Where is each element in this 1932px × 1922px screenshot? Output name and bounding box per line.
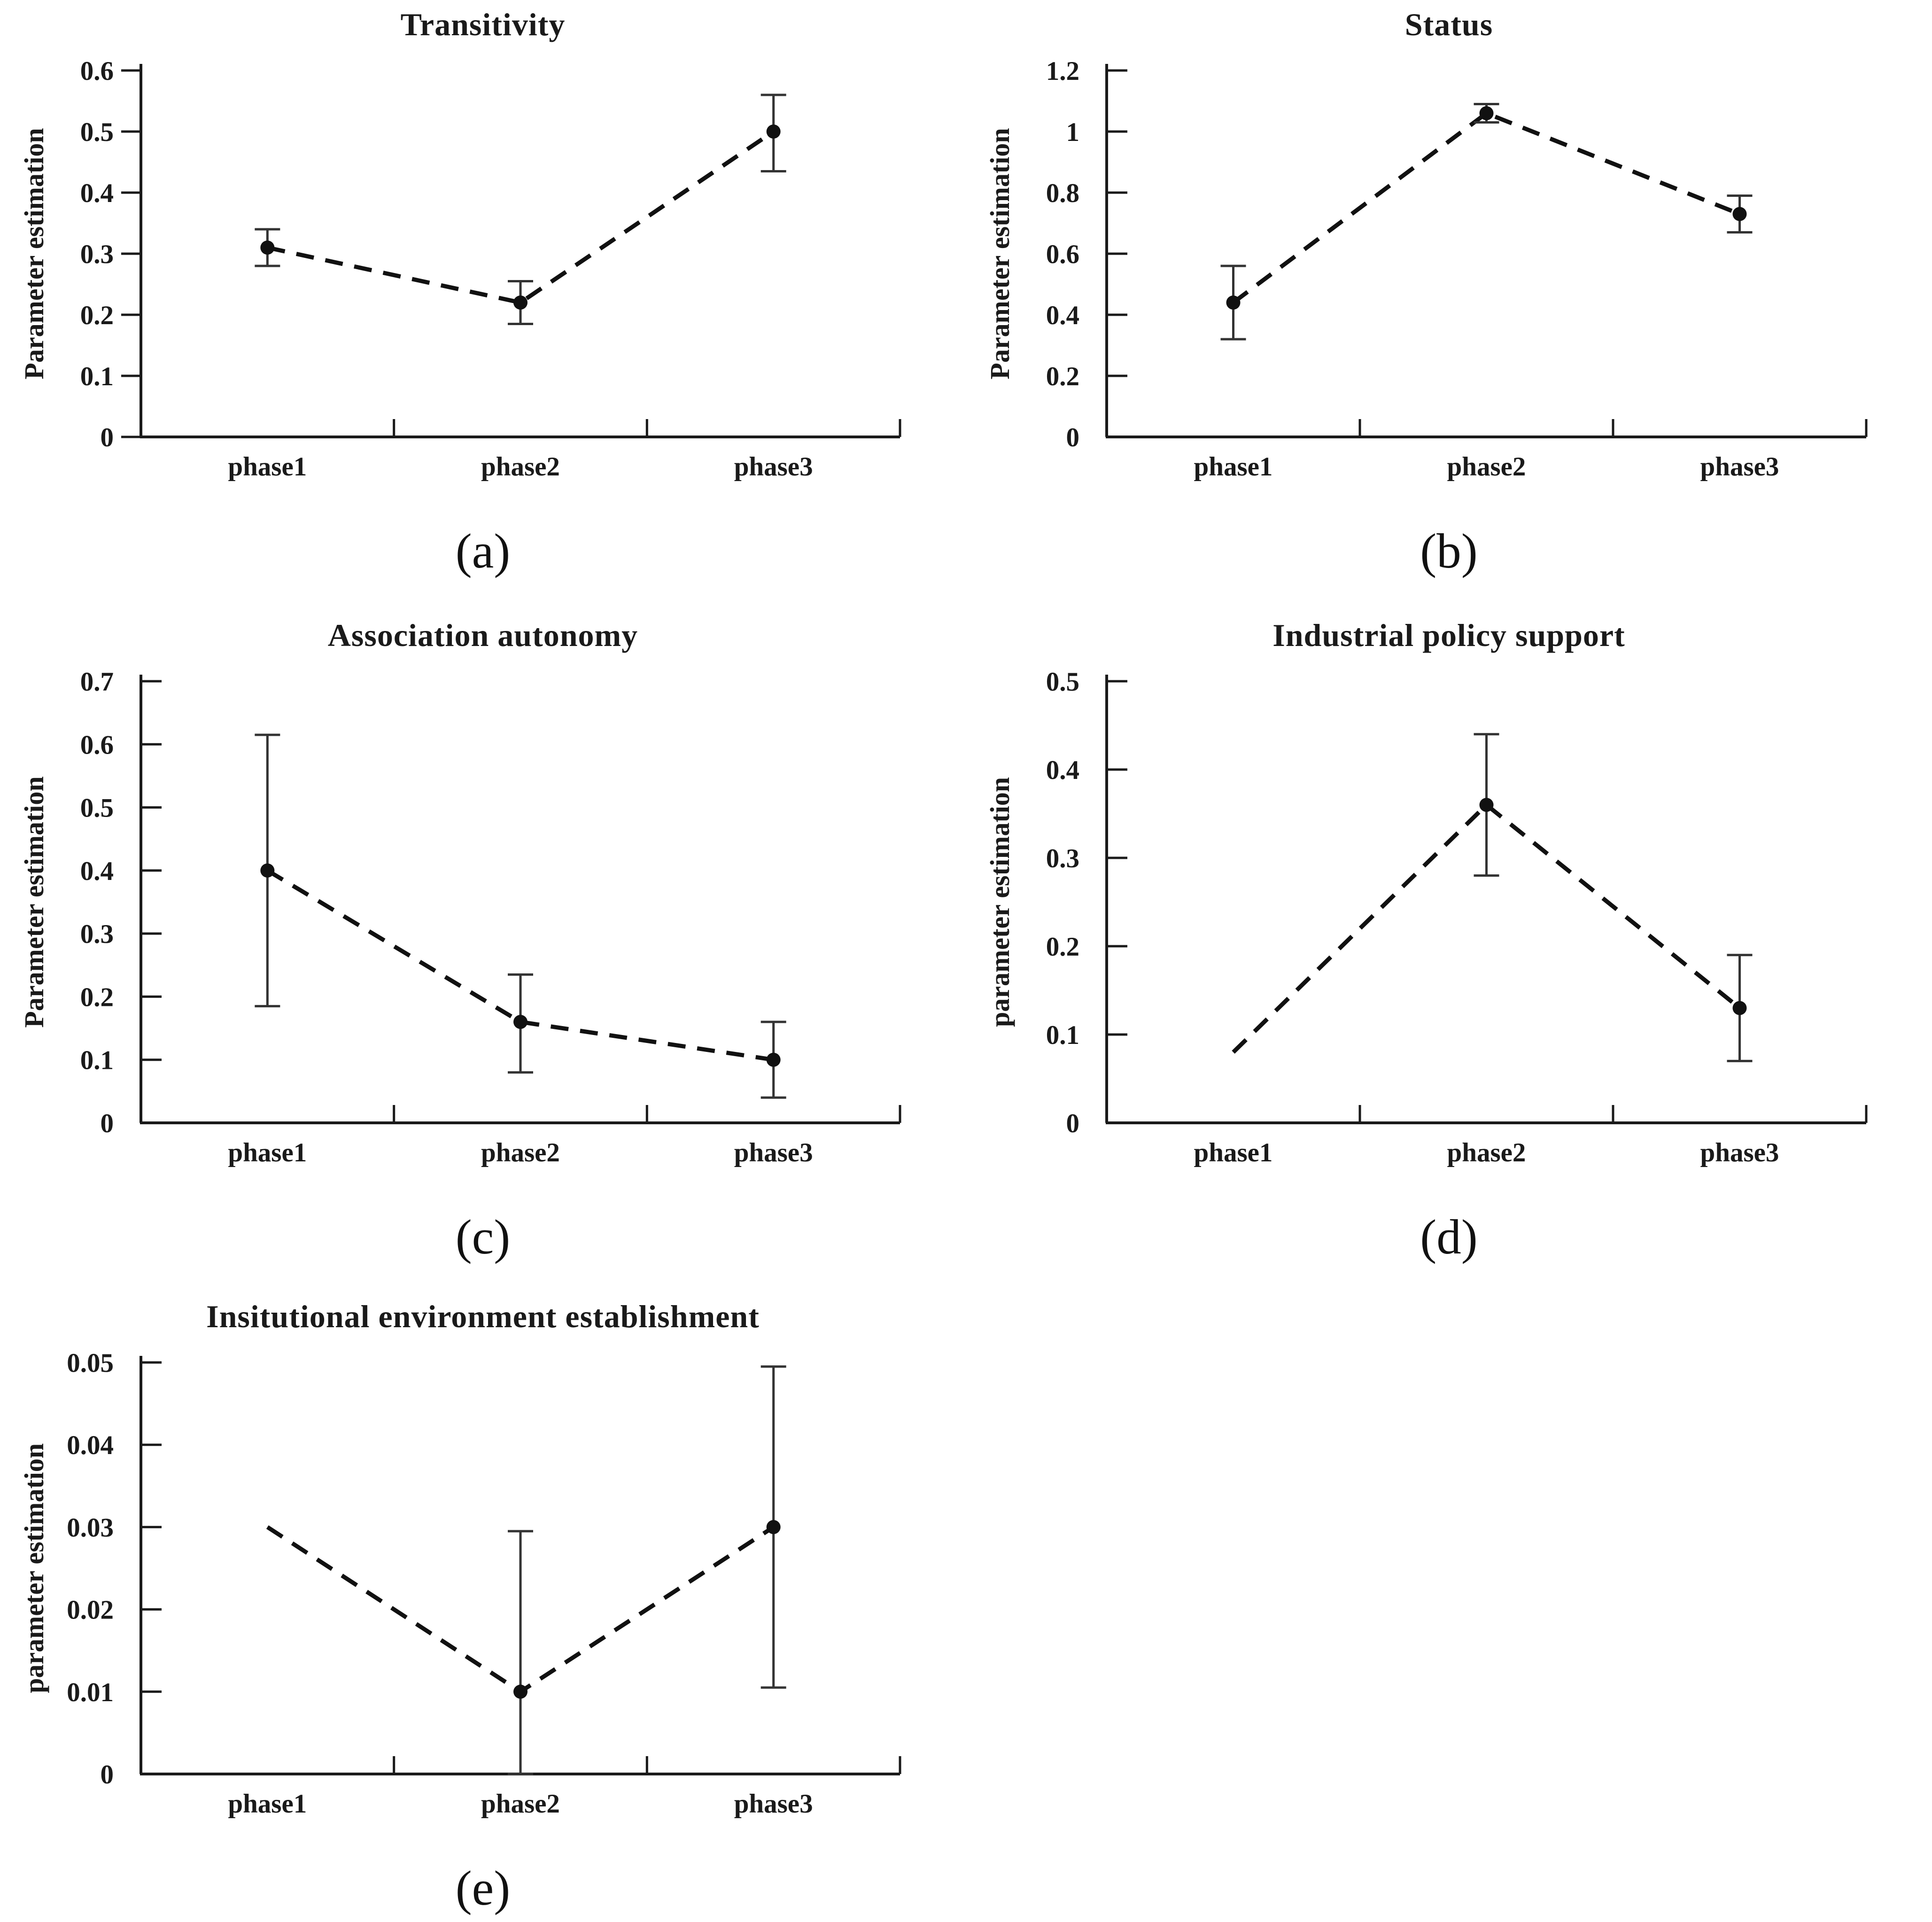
- chart-e-plot: 0 0.01 0.02 0.03 0.04 0.05 phase1 phase2 phase3 p…: [19, 1348, 901, 1819]
- x-category-label: phase1: [1194, 1138, 1273, 1167]
- y-tick-label: 0.1: [80, 1046, 114, 1075]
- y-tick-label: 0.2: [80, 301, 114, 330]
- y-tick-label: 0.02: [67, 1595, 114, 1625]
- chart-b-panel-label: (b): [1420, 523, 1478, 578]
- y-axis-title: Parameter estimation: [19, 776, 49, 1027]
- data-point-marker: [1479, 798, 1494, 812]
- y-tick-label: 1: [1066, 117, 1080, 147]
- chart-e-panel-label: (e): [455, 1860, 511, 1915]
- y-tick-label: 0.2: [1046, 362, 1079, 391]
- chart-a-panel-label: (a): [455, 523, 511, 578]
- data-point-marker: [1732, 1001, 1747, 1015]
- y-tick-label: 0.6: [80, 56, 114, 86]
- y-tick-label: 0.3: [80, 240, 114, 269]
- y-tick-label: 0.8: [1046, 179, 1079, 208]
- y-tick-label: 0.2: [80, 982, 114, 1012]
- x-category-label: phase2: [481, 1789, 560, 1819]
- x-category-label: phase1: [228, 1789, 307, 1819]
- data-point-marker: [513, 1015, 528, 1029]
- chart-panel-a: Transitivity 0 0.1 0.2 0.3 0.4 0.5 0.6 phase1 ph…: [0, 0, 966, 585]
- chart-a-plot: 0 0.1 0.2 0.3 0.4 0.5 0.6 phase1 phase2 phase3 Par…: [19, 56, 901, 482]
- chart-panel-c: Association autonomy 0 0.1 0.2 0.3 0.4 0.5 0.6…: [0, 585, 966, 1271]
- y-axis-title: parameter estimation: [985, 777, 1015, 1027]
- chart-e-title: Insitutional environment establishment: [206, 1299, 760, 1334]
- y-tick-label: 0.01: [67, 1678, 114, 1707]
- y-tick-label: 0.1: [1046, 1020, 1079, 1050]
- y-tick-label: 0.4: [1046, 755, 1079, 785]
- y-tick-label: 0.04: [67, 1431, 114, 1460]
- data-point-marker: [1226, 296, 1241, 310]
- data-point-marker: [513, 1684, 528, 1699]
- chart-d-plot: 0 0.1 0.2 0.3 0.4 0.5 phase1 phase2 phase3 parame…: [985, 667, 1868, 1167]
- chart-panel-d: Industrial policy support 0 0.1 0.2 0.3 0.4 0…: [966, 585, 1932, 1271]
- y-tick-label: 0.4: [1046, 301, 1079, 330]
- y-tick-label: 0.4: [80, 856, 114, 886]
- chart-panel-b: Status 0 0.2 0.4 0.6 0.8 1 1.2 phase1 phase2 phas…: [966, 0, 1932, 585]
- y-axis-title: parameter estimation: [19, 1443, 49, 1693]
- y-tick-label: 0: [101, 1109, 114, 1138]
- y-axis-title: Parameter estimation: [19, 128, 49, 379]
- y-tick-label: 0: [101, 1760, 114, 1790]
- data-point-marker: [513, 296, 528, 310]
- data-point-marker: [260, 863, 275, 878]
- data-point-marker: [1479, 106, 1494, 120]
- chart-a-title: Transitivity: [400, 7, 566, 42]
- x-category-label: phase2: [481, 452, 560, 482]
- y-tick-label: 0.03: [67, 1513, 114, 1542]
- y-axis-title: Parameter estimation: [985, 128, 1015, 379]
- x-category-label: phase3: [1700, 452, 1779, 482]
- series-line: [267, 130, 775, 305]
- series-line: [1232, 802, 1741, 1054]
- x-category-label: phase3: [734, 452, 813, 482]
- empty-area: [966, 1271, 1932, 1922]
- x-category-label: phase3: [1700, 1138, 1779, 1167]
- data-point-marker: [1732, 207, 1747, 221]
- chart-b-plot: 0 0.2 0.4 0.6 0.8 1 1.2 phase1 phase2 phase3 Param…: [985, 56, 1868, 482]
- y-tick-label: 0.5: [80, 794, 114, 823]
- series-line: [266, 868, 774, 1062]
- y-tick-label: 0.1: [80, 362, 114, 391]
- y-tick-label: 1.2: [1046, 56, 1079, 86]
- y-tick-label: 0: [101, 423, 114, 452]
- chart-c-panel-label: (c): [455, 1209, 511, 1264]
- chart-panel-e: Insitutional environment establishment 0…: [0, 1271, 966, 1922]
- x-category-label: phase3: [734, 1789, 813, 1819]
- y-tick-label: 0.4: [80, 179, 114, 208]
- x-category-label: phase3: [734, 1138, 813, 1167]
- chart-c-plot: 0 0.1 0.2 0.3 0.4 0.5 0.6 0.7 phase1 phase2 phase3…: [19, 667, 901, 1167]
- y-tick-label: 0.3: [1046, 844, 1079, 873]
- y-tick-label: 0.5: [1046, 667, 1079, 697]
- data-point-marker: [260, 241, 275, 255]
- y-tick-label: 0.2: [1046, 932, 1079, 962]
- data-point-marker: [766, 1052, 781, 1067]
- chart-b-title: Status: [1404, 7, 1493, 42]
- y-tick-label: 0.6: [1046, 240, 1079, 269]
- y-tick-label: 0.05: [67, 1348, 114, 1378]
- x-category-label: phase2: [1447, 1138, 1526, 1167]
- x-category-label: phase1: [228, 1138, 307, 1167]
- y-tick-label: 0.6: [80, 730, 114, 760]
- data-point-marker: [766, 1520, 781, 1534]
- chart-d-panel-label: (d): [1420, 1209, 1478, 1264]
- x-category-label: phase2: [1447, 452, 1526, 482]
- series-line: [1232, 110, 1741, 304]
- chart-d-title: Industrial policy support: [1272, 617, 1625, 653]
- y-tick-label: 0.5: [80, 117, 114, 147]
- y-tick-label: 0.7: [80, 667, 114, 697]
- x-category-label: phase1: [228, 452, 307, 482]
- x-category-label: phase1: [1194, 452, 1273, 482]
- chart-c-title: Association autonomy: [327, 617, 638, 653]
- y-tick-label: 0: [1066, 1109, 1080, 1138]
- y-tick-label: 0: [1066, 423, 1080, 452]
- y-tick-label: 0.3: [80, 919, 114, 949]
- x-category-label: phase2: [481, 1138, 560, 1167]
- data-point-marker: [766, 125, 781, 139]
